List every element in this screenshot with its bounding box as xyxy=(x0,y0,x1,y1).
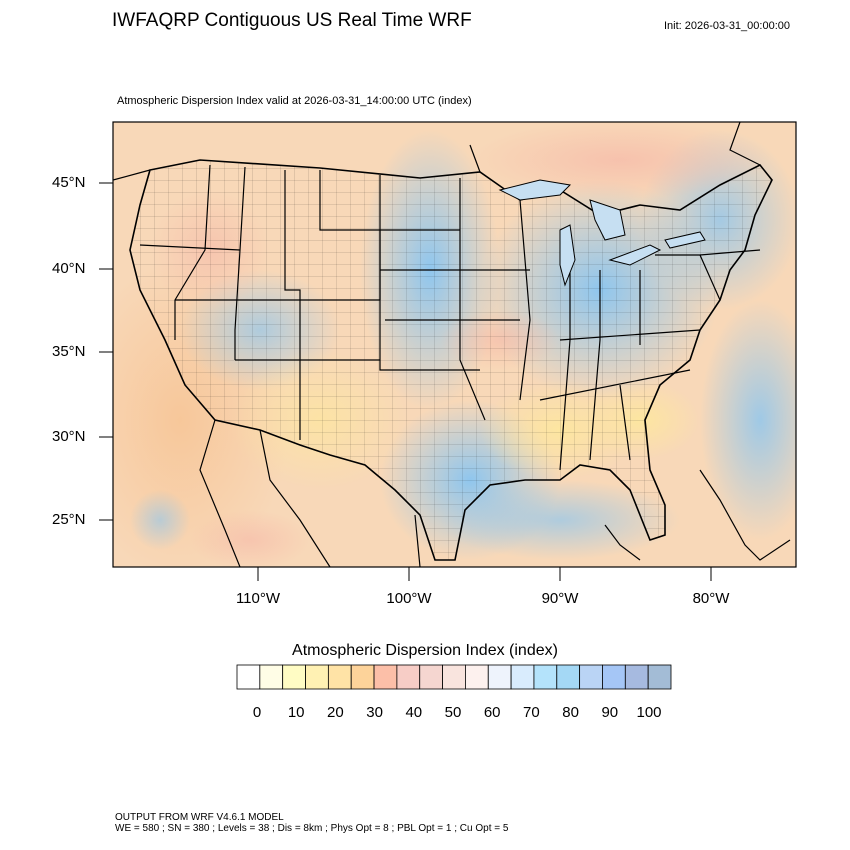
colorbar-label: 20 xyxy=(327,704,344,721)
colorbar-label: 60 xyxy=(483,704,501,721)
map-frame xyxy=(112,121,797,568)
lat-label-45: 45°N xyxy=(52,174,86,191)
colorbar-swatch xyxy=(327,664,352,690)
colorbar xyxy=(236,664,672,690)
colorbar-label: 80 xyxy=(562,704,579,721)
colorbar-label: 90 xyxy=(601,704,619,721)
lat-ticks xyxy=(99,182,113,521)
colorbar-swatch xyxy=(373,664,398,690)
map-field xyxy=(113,122,796,567)
colorbar-label: 30 xyxy=(366,704,383,721)
colorbar-swatch xyxy=(624,664,649,690)
lat-label-40: 40°N xyxy=(52,260,86,277)
colorbar-swatch xyxy=(556,664,581,690)
state-boundaries xyxy=(139,164,761,471)
colorbar-swatch xyxy=(442,664,466,690)
main-title: IWFAQRP Contiguous US Real Time WRF xyxy=(112,10,472,31)
colorbar-swatch xyxy=(419,664,443,690)
great-lakes xyxy=(498,179,706,287)
colorbar-title: Atmospheric Dispersion Index (index) xyxy=(292,642,558,659)
colorbar-swatch xyxy=(579,664,603,690)
colorbar-swatch xyxy=(510,664,535,690)
lat-label-25: 25°N xyxy=(52,511,86,528)
colorbar-swatch xyxy=(487,664,512,690)
colorbar-label: 100 xyxy=(636,704,662,721)
colorbar-swatch xyxy=(533,664,558,690)
colorbar-label: 0 xyxy=(252,704,262,721)
international-borders xyxy=(113,122,791,567)
lon-label-90w: 90°W xyxy=(541,590,579,607)
footer-line-1: OUTPUT FROM WRF V4.6.1 MODEL xyxy=(115,812,284,823)
colorbar-swatch xyxy=(465,664,489,690)
colorbar-swatch xyxy=(282,664,306,690)
colorbar-swatch xyxy=(236,664,261,690)
lat-label-30: 30°N xyxy=(52,428,86,445)
lon-label-100w: 100°W xyxy=(386,590,432,607)
map-subtitle: Atmospheric Dispersion Index valid at 20… xyxy=(117,95,472,107)
lon-label-110w: 110°W xyxy=(235,590,281,607)
colorbar-label: 70 xyxy=(523,704,540,721)
colorbar-swatch xyxy=(259,664,284,690)
init-time: Init: 2026-03-31_00:00:00 xyxy=(664,20,790,32)
colorbar-swatch xyxy=(305,664,329,690)
colorbar-swatch xyxy=(602,664,626,690)
colorbar-label: 40 xyxy=(405,704,423,721)
colorbar-label: 50 xyxy=(444,704,462,721)
lat-label-35: 35°N xyxy=(52,343,86,360)
colorbar-label: 10 xyxy=(287,704,305,721)
lon-ticks xyxy=(257,567,712,581)
colorbar-swatch xyxy=(647,664,672,690)
colorbar-swatch xyxy=(396,664,421,690)
colorbar-swatch xyxy=(350,664,375,690)
lon-label-80w: 80°W xyxy=(692,590,730,607)
footer-line-2: WE = 580 ; SN = 380 ; Levels = 38 ; Dis … xyxy=(115,823,509,834)
model-footer: OUTPUT FROM WRF V4.6.1 MODEL WE = 580 ; … xyxy=(115,812,508,834)
